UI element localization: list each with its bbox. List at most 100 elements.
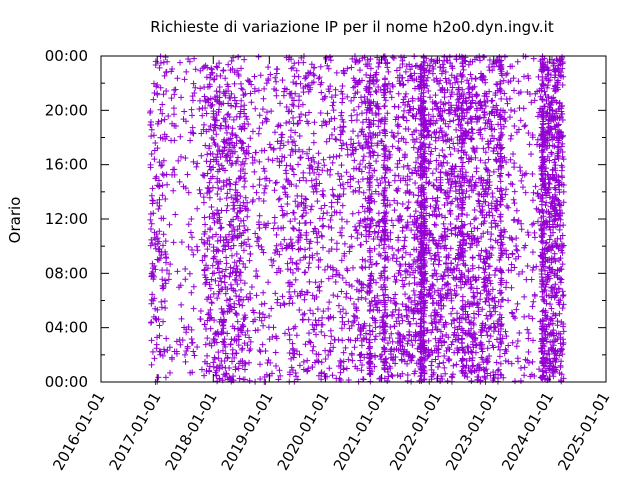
data-point-2140 — [364, 143, 371, 150]
data-point-914 — [235, 333, 242, 340]
data-point-1368 — [287, 236, 294, 243]
data-point-697 — [203, 262, 210, 269]
data-point-268 — [178, 301, 185, 308]
data-point-149 — [157, 255, 164, 262]
data-point-1005 — [271, 249, 278, 256]
data-point-2255 — [396, 157, 403, 164]
data-point-906 — [209, 210, 216, 217]
data-point-3503 — [487, 236, 494, 243]
data-point-242 — [196, 186, 203, 193]
data-point-760 — [231, 227, 238, 234]
data-point-1177 — [306, 146, 313, 153]
data-point-644 — [237, 193, 244, 200]
data-point-1303 — [310, 343, 317, 350]
data-point-1607 — [349, 147, 356, 154]
data-point-2181 — [377, 353, 384, 360]
data-point-4528 — [546, 236, 553, 243]
data-point-125 — [151, 229, 158, 236]
data-point-1582 — [325, 65, 332, 72]
data-point-4003 — [509, 251, 516, 258]
data-point-3569 — [486, 338, 493, 345]
data-point-160 — [188, 215, 195, 222]
data-point-1021 — [272, 246, 279, 253]
data-point-146 — [158, 117, 165, 124]
data-point-2589 — [402, 234, 409, 241]
data-point-1714 — [350, 264, 357, 271]
data-point-774 — [240, 147, 247, 154]
data-point-294 — [186, 270, 193, 277]
data-point-1103 — [247, 135, 254, 142]
data-point-285 — [176, 178, 183, 185]
data-point-1550 — [345, 318, 352, 325]
data-point-2172 — [391, 323, 398, 330]
data-point-1841 — [375, 63, 382, 70]
data-point-831 — [217, 316, 224, 323]
data-point-864 — [217, 234, 224, 241]
data-point-3279 — [438, 163, 445, 170]
data-point-292 — [189, 124, 196, 131]
data-point-965 — [277, 145, 284, 152]
data-point-919 — [204, 96, 211, 103]
data-point-960 — [277, 302, 284, 309]
data-point-201 — [167, 369, 174, 376]
data-point-168 — [170, 187, 177, 194]
data-point-3217 — [450, 274, 457, 281]
data-point-310 — [236, 301, 243, 308]
data-point-989 — [255, 53, 262, 60]
data-point-2040 — [364, 138, 371, 145]
data-point-437 — [228, 57, 235, 64]
data-point-1632 — [315, 75, 322, 82]
data-point-3796 — [489, 193, 496, 200]
data-point-369 — [219, 347, 226, 354]
data-point-199 — [199, 65, 206, 72]
data-point-1693 — [321, 370, 328, 377]
data-point-900 — [237, 137, 244, 144]
data-point-1536 — [313, 182, 320, 189]
data-point-645 — [224, 81, 231, 88]
data-point-1059 — [263, 118, 270, 125]
data-point-597 — [202, 228, 209, 235]
data-point-145 — [157, 351, 164, 358]
data-point-797 — [226, 374, 233, 381]
data-point-4509 — [557, 279, 564, 286]
data-point-994 — [245, 143, 252, 150]
data-point-2093 — [378, 137, 385, 144]
data-point-2290 — [399, 201, 406, 208]
data-point-1110 — [272, 74, 279, 81]
data-point-3387 — [434, 276, 441, 283]
data-point-169 — [170, 105, 177, 112]
data-point-890 — [225, 136, 232, 143]
data-point-1337 — [280, 142, 287, 149]
data-point-875 — [226, 186, 233, 193]
data-point-1618 — [337, 124, 344, 131]
data-point-2504 — [400, 81, 407, 88]
data-point-1023 — [249, 154, 256, 161]
data-point-800 — [216, 60, 223, 67]
data-point-492 — [220, 165, 227, 172]
data-point-212 — [171, 91, 178, 98]
data-point-136 — [158, 304, 165, 311]
data-point-1768 — [339, 314, 346, 321]
data-point-740 — [201, 252, 208, 259]
data-point-624 — [213, 63, 220, 70]
data-point-1251 — [310, 130, 317, 137]
data-point-59 — [149, 185, 156, 192]
data-point-166 — [193, 243, 200, 250]
data-point-441 — [223, 207, 230, 214]
data-point-1698 — [338, 88, 345, 95]
data-point-3813 — [482, 159, 489, 166]
data-point-3202 — [453, 361, 460, 368]
data-point-1709 — [335, 271, 342, 278]
data-point-1449 — [328, 224, 335, 231]
data-point-891 — [226, 180, 233, 187]
data-point-1076 — [278, 158, 285, 165]
data-point-1627 — [343, 141, 350, 148]
data-point-7 — [162, 277, 169, 284]
data-point-2444 — [393, 255, 400, 262]
data-point-1381 — [289, 269, 296, 276]
data-point-333 — [208, 65, 215, 72]
data-point-2376 — [398, 313, 405, 320]
data-point-1477 — [314, 250, 321, 257]
data-point-863 — [214, 246, 221, 253]
data-point-637 — [238, 232, 245, 239]
